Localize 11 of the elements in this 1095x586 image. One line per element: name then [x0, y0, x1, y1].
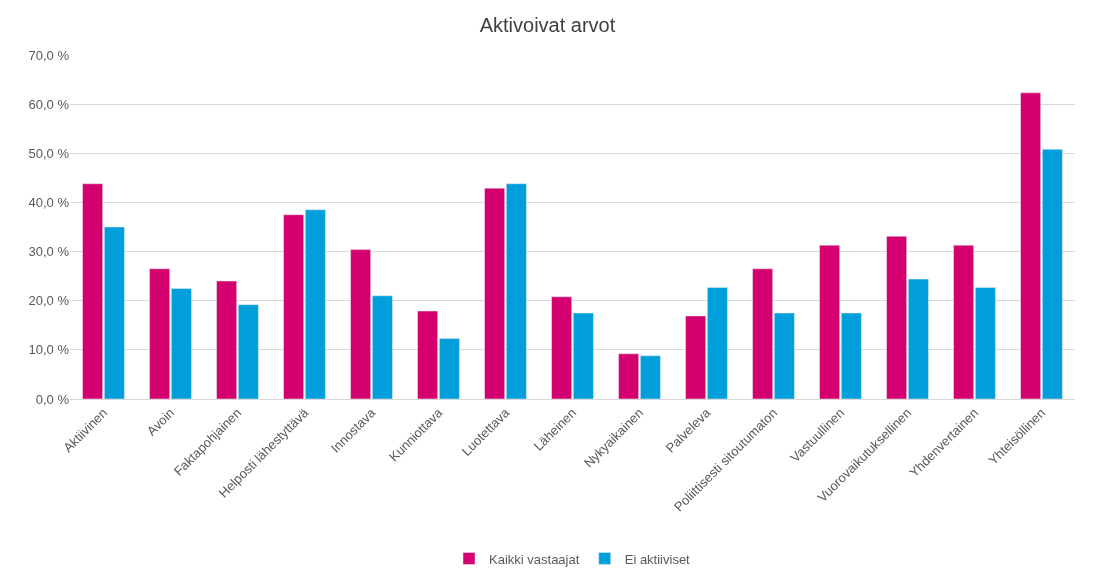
chart-title: Aktivoivat arvot [479, 13, 616, 36]
y-tick-label: 40,0 % [28, 194, 70, 210]
y-tick-label: 30,0 % [28, 244, 70, 260]
y-tick-label: 70,0 % [28, 47, 70, 63]
y-tick-label: 50,0 % [28, 145, 70, 161]
legend-label: Ei aktiiviset [624, 551, 691, 567]
y-tick-label: 20,0 % [28, 293, 70, 309]
legend-label: Kaikki vastaajat [489, 551, 580, 567]
y-tick-label: 0,0 % [35, 391, 70, 407]
y-tick-label: 10,0 % [28, 342, 70, 358]
y-tick-label: 60,0 % [28, 96, 70, 112]
